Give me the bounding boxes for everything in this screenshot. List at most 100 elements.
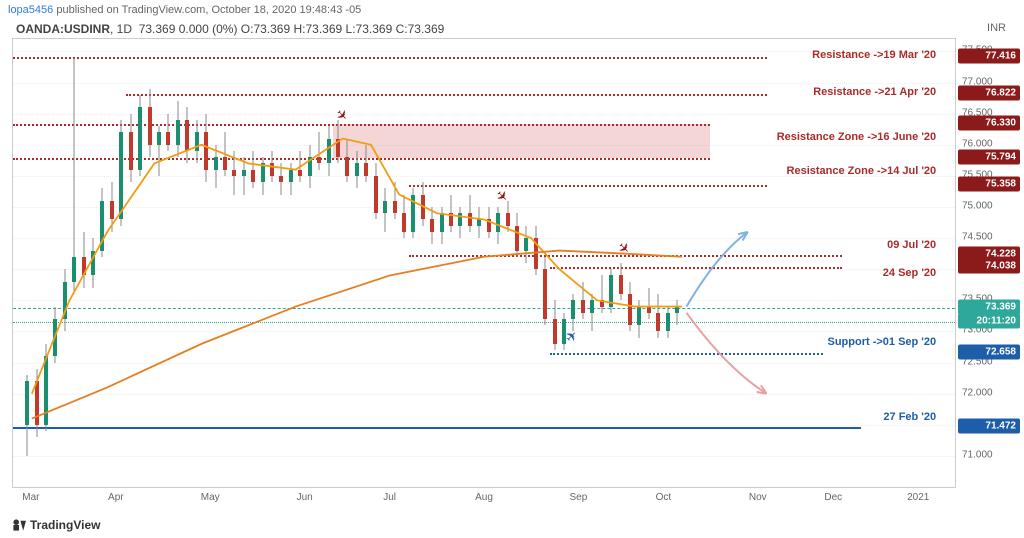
candle bbox=[571, 294, 575, 331]
candle bbox=[487, 207, 491, 238]
level-line bbox=[13, 57, 767, 59]
candle bbox=[270, 151, 274, 182]
ytick: 71.000 bbox=[958, 449, 993, 460]
level-label: Resistance ->19 Mar '20 bbox=[812, 49, 936, 61]
candle bbox=[204, 114, 208, 182]
candle bbox=[553, 300, 557, 350]
gridline bbox=[13, 83, 955, 84]
xtick: Oct bbox=[656, 492, 672, 503]
candle bbox=[279, 163, 283, 194]
xtick: Jul bbox=[383, 492, 396, 503]
chart-area[interactable]: Resistance ->19 Mar '20Resistance ->21 A… bbox=[12, 38, 956, 488]
candle bbox=[336, 120, 340, 164]
candle bbox=[411, 188, 415, 238]
gridline bbox=[13, 114, 955, 115]
xtick: Sep bbox=[569, 492, 587, 503]
candle bbox=[53, 307, 57, 363]
ohlc-l: L:73.369 bbox=[346, 22, 393, 36]
xtick: Apr bbox=[108, 492, 124, 503]
candle bbox=[25, 375, 29, 456]
xtick: Nov bbox=[749, 492, 767, 503]
currency-label: INR bbox=[987, 22, 1006, 34]
candle bbox=[110, 182, 114, 232]
projection-arrow bbox=[13, 39, 955, 487]
candle bbox=[506, 201, 510, 232]
xtick: Mar bbox=[22, 492, 39, 503]
price-tag: 74.038 bbox=[958, 258, 1020, 273]
candle bbox=[72, 58, 76, 294]
price-tag: 76.822 bbox=[958, 85, 1020, 100]
username[interactable]: lopa5456 bbox=[8, 4, 53, 16]
projection-arrow bbox=[13, 39, 955, 487]
level-label: 27 Feb '20 bbox=[883, 411, 936, 423]
level-line bbox=[13, 124, 710, 126]
gridline bbox=[13, 238, 955, 239]
candle bbox=[647, 288, 651, 319]
candle bbox=[317, 132, 321, 169]
candle bbox=[166, 114, 170, 151]
candle bbox=[515, 213, 519, 257]
level-line bbox=[13, 308, 955, 309]
ohlc-o: O:73.369 bbox=[241, 22, 290, 36]
price-tag: 72.658 bbox=[958, 344, 1020, 359]
candle bbox=[195, 120, 199, 164]
xtick: May bbox=[201, 492, 220, 503]
candle bbox=[129, 114, 133, 182]
price: 73.369 bbox=[139, 22, 176, 36]
candle bbox=[251, 151, 255, 188]
candle bbox=[355, 151, 359, 188]
ma-slow bbox=[13, 39, 955, 487]
candle bbox=[214, 145, 218, 189]
price-tag: 75.794 bbox=[958, 149, 1020, 164]
candle bbox=[157, 126, 161, 176]
candle bbox=[374, 163, 378, 219]
price-tag: 75.358 bbox=[958, 176, 1020, 191]
candle bbox=[232, 151, 236, 195]
candle bbox=[609, 269, 613, 313]
xtick: 2021 bbox=[907, 492, 929, 503]
candle bbox=[421, 182, 425, 226]
candle bbox=[138, 95, 142, 176]
level-line bbox=[550, 353, 823, 355]
level-label: Resistance Zone ->16 June '20 bbox=[777, 131, 936, 143]
candle bbox=[402, 195, 406, 239]
price-tag: 76.330 bbox=[958, 116, 1020, 131]
brand-text[interactable]: TradingView bbox=[30, 518, 100, 532]
candle bbox=[345, 139, 349, 183]
ytick: 72.000 bbox=[958, 387, 993, 398]
gridline bbox=[13, 269, 955, 270]
candle bbox=[449, 195, 453, 232]
candle bbox=[393, 182, 397, 219]
candle bbox=[148, 89, 152, 157]
candle bbox=[600, 275, 604, 312]
tradingview-icon bbox=[12, 518, 26, 532]
footer: TradingView bbox=[12, 518, 100, 532]
candle bbox=[477, 207, 481, 238]
price-tag: 77.416 bbox=[958, 48, 1020, 63]
candle bbox=[496, 207, 500, 244]
candle bbox=[628, 282, 632, 332]
level-label: Support ->01 Sep '20 bbox=[827, 336, 936, 348]
gridline bbox=[13, 363, 955, 364]
gridline bbox=[13, 300, 955, 301]
published-text: published on TradingView.com, bbox=[56, 4, 208, 16]
symbol-pair[interactable]: OANDA:USDINR bbox=[16, 22, 110, 36]
level-line bbox=[126, 94, 767, 96]
candle bbox=[524, 226, 528, 263]
candle bbox=[468, 195, 472, 232]
gridline bbox=[13, 207, 955, 208]
level-line bbox=[13, 158, 710, 160]
x-axis: MarAprMayJunJulAugSepOctNovDec2021 bbox=[12, 490, 956, 508]
price-tag: 20:11:20 bbox=[958, 314, 1020, 329]
candle bbox=[289, 163, 293, 194]
level-line bbox=[13, 322, 955, 323]
candle bbox=[581, 282, 585, 319]
candle bbox=[176, 101, 180, 157]
level-label: 24 Sep '20 bbox=[883, 267, 936, 279]
candle bbox=[666, 307, 670, 338]
level-line bbox=[409, 185, 767, 187]
level-line bbox=[13, 427, 861, 429]
level-label: Resistance Zone ->14 Jul '20 bbox=[787, 165, 937, 177]
candle bbox=[327, 126, 331, 176]
candle bbox=[242, 157, 246, 194]
